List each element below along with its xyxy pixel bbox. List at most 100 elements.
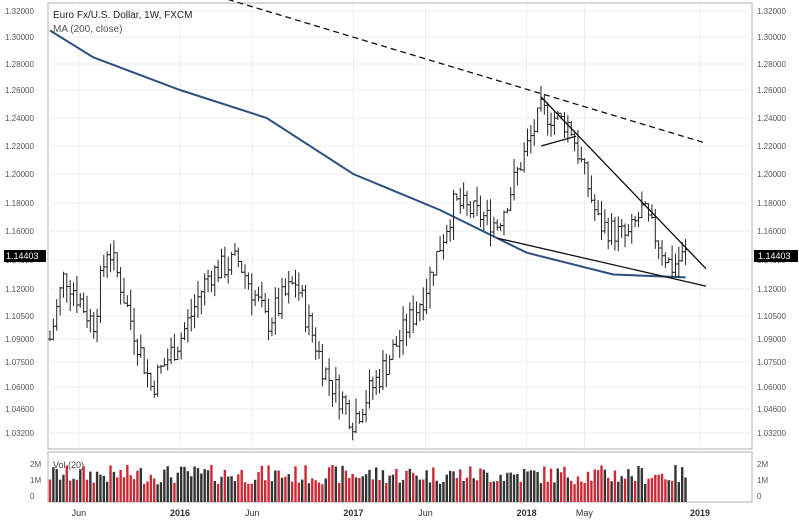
volume-bar (213, 481, 216, 502)
volume-bar (210, 465, 213, 502)
x-tick-label: 2016 (170, 508, 190, 518)
price-badge-right-bg (754, 250, 798, 262)
volume-bar (196, 468, 200, 502)
volume-bar (596, 470, 600, 502)
volume-bar (132, 479, 136, 502)
volume-bar (270, 481, 274, 502)
y-tick-label-right: 1.22000 (757, 142, 786, 151)
volume-bar (119, 469, 122, 502)
volume-bar (496, 481, 499, 502)
volume-bar (526, 471, 529, 502)
volume-bars (48, 464, 687, 502)
volume-bar (533, 470, 536, 502)
volume-bar (361, 476, 364, 502)
x-tick-label: 2017 (343, 508, 363, 518)
volume-bar (475, 480, 479, 502)
volume-bar (489, 482, 492, 502)
x-tick-label: Jun (418, 508, 433, 518)
volume-bar (459, 469, 462, 502)
volume-bar (549, 468, 553, 502)
price-badge-left: 1.14403 (6, 251, 39, 261)
volume-bar (122, 477, 126, 502)
volume-bar (62, 474, 65, 502)
volume-bar (543, 466, 546, 502)
volume-bar (522, 468, 526, 502)
volume-bar (92, 482, 95, 502)
volume-bar (243, 482, 247, 502)
volume-bar (139, 468, 142, 502)
volume-bar (553, 482, 556, 502)
volume-bar (506, 472, 509, 502)
volume-bar (169, 477, 173, 502)
volume-bar (395, 469, 398, 502)
volume-bar (290, 481, 294, 502)
volume-bar (327, 467, 331, 502)
volume-bar (297, 482, 301, 502)
volume-bar (381, 470, 385, 502)
volume-bar (607, 477, 610, 502)
volume-bar (472, 478, 475, 502)
x-tick-label: 2018 (517, 508, 537, 518)
volume-bar (448, 470, 452, 502)
volume-bar (600, 465, 603, 502)
volume-bar (163, 469, 166, 502)
trendline-solid (540, 96, 707, 270)
volume-bar (405, 470, 408, 502)
y-tick-label-left: 1.07500 (5, 358, 34, 367)
volume-bar (216, 483, 220, 502)
volume-bar (257, 472, 260, 502)
volume-bar (173, 482, 176, 502)
ma-200-polyline (49, 29, 686, 279)
volume-bar (250, 483, 253, 502)
volume-bar (334, 466, 338, 502)
volume-bar (502, 480, 506, 502)
y-tick-label-right: 1.32000 (757, 7, 786, 16)
volume-bar (684, 477, 687, 502)
volume-bar (452, 471, 455, 502)
volume-bar (294, 466, 297, 502)
volume-bar (176, 472, 179, 502)
volume-bar (617, 481, 620, 502)
volume-bar (105, 481, 109, 502)
y-tick-label-right: 1.18000 (757, 199, 786, 208)
volume-bar (206, 470, 210, 502)
volume-bar (79, 469, 82, 502)
volume-bar (576, 476, 580, 502)
volume-bar (583, 482, 586, 502)
price-pane (47, 2, 753, 450)
volume-bar (149, 474, 153, 502)
x-tick-label: Jun (72, 508, 87, 518)
y-tick-label-left: 1.16000 (5, 227, 34, 236)
volume-bar (445, 474, 449, 502)
volume-bar (563, 466, 566, 502)
volume-bar (126, 465, 129, 502)
indicator-label: MA (200, close) (53, 24, 122, 35)
y-tick-label-right: 1.10500 (757, 312, 786, 321)
volume-bar (492, 481, 496, 502)
volume-bar (388, 475, 391, 502)
volume-bar (411, 472, 415, 502)
volume-bar (660, 473, 664, 502)
volume-bar (391, 474, 395, 502)
volume-bar (603, 469, 607, 502)
volume-bar (580, 481, 583, 502)
volume-bar (153, 478, 156, 502)
volume-bar (136, 470, 139, 502)
volume-bar (166, 466, 169, 502)
y-tick-label-left: 1.06000 (5, 383, 34, 392)
y-tick-label-left: 1.18000 (5, 199, 34, 208)
volume-bar (82, 466, 85, 502)
volume-bar (677, 482, 681, 502)
price-badge-right: 1.14403 (758, 251, 791, 261)
volume-axis-labels: 2M 2M 1M 1M 0 0 (30, 460, 768, 501)
volume-bar (301, 479, 304, 502)
volume-bar (408, 468, 412, 502)
volume-bar (183, 466, 186, 502)
volume-bar (623, 478, 627, 502)
volume-bar (109, 465, 112, 502)
volume-bar (539, 483, 543, 502)
volume-bar (48, 479, 52, 502)
volume-bar (640, 468, 644, 502)
x-tick-label: May (576, 508, 594, 518)
volume-bar (72, 478, 75, 502)
